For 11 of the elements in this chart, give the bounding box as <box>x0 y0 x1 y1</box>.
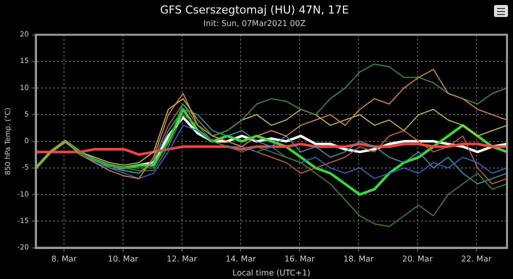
chart-subtitle: Init: Sun, 07Mar2021 00Z <box>203 19 306 28</box>
x-axis-title: Local time (UTC+1) <box>232 268 310 278</box>
x-tick-label: 20. Mar <box>402 254 434 264</box>
x-tick-label: 14. Mar <box>226 254 257 264</box>
x-tick-label: 8. Mar <box>51 254 78 264</box>
x-tick-label: 16. Mar <box>284 254 316 264</box>
x-tick-label: 10. Mar <box>108 254 139 264</box>
x-tick-label: 18. Mar <box>343 254 374 264</box>
x-tick-label: 12. Mar <box>166 254 198 264</box>
chart-title: GFS Cserszegtomaj (HU) 47N, 17E <box>160 3 349 16</box>
x-tick-label: 22. Mar <box>461 254 492 264</box>
